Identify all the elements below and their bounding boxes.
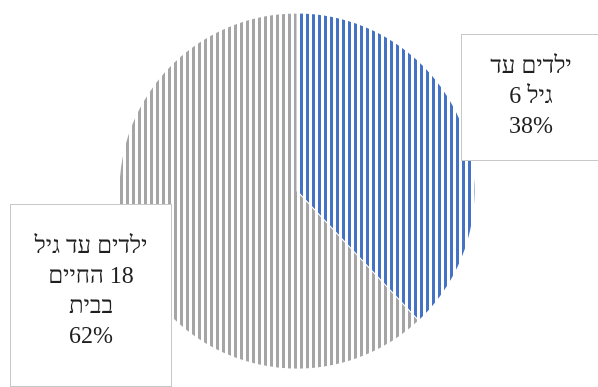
data-label-line: 18 החיים xyxy=(48,263,134,289)
data-label-value: 38% xyxy=(509,113,553,139)
data-label-line: בבית xyxy=(68,293,114,319)
data-label-line: גיל 6 xyxy=(509,83,553,109)
data-label-children-under-6: ילדים עד גיל 6 38% xyxy=(461,34,598,161)
data-label-children-under-18-at-home: ילדים עד גיל 18 החיים בבית 62% xyxy=(10,204,172,387)
data-label-line: ילדים עד גיל xyxy=(34,233,148,259)
data-label-value: 62% xyxy=(69,323,113,349)
data-label-line: ילדים עד xyxy=(490,53,572,79)
